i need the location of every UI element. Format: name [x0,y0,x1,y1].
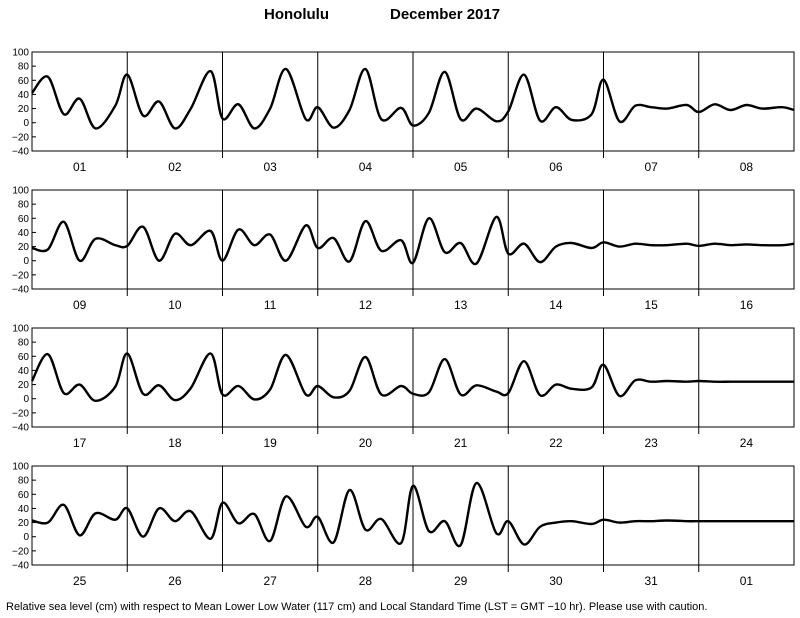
y-tick-label: 100 [12,48,29,59]
day-label: 25 [73,574,87,588]
day-label: 19 [263,436,277,450]
day-label: 09 [73,298,87,312]
y-tick-label: 80 [18,476,30,487]
day-label: 05 [454,160,468,174]
day-label: 26 [168,574,182,588]
day-label: 30 [549,574,563,588]
y-tick-label: 20 [18,380,30,391]
day-label: 08 [740,160,754,174]
day-label: 17 [73,436,87,450]
y-tick-label: 0 [23,532,29,543]
y-tick-label: 40 [18,90,30,101]
day-label: 18 [168,436,182,450]
y-tick-label: 60 [18,214,30,225]
y-tick-label: 100 [12,186,29,197]
day-label: 14 [549,298,563,312]
day-label: 29 [454,574,468,588]
day-label: 16 [740,298,754,312]
y-tick-label: −40 [12,423,29,434]
y-tick-label: 20 [18,518,30,529]
y-tick-label: 60 [18,490,30,501]
y-tick-label: 60 [18,352,30,363]
y-tick-label: −20 [12,270,29,281]
day-label: 21 [454,436,468,450]
y-tick-label: −20 [12,132,29,143]
day-label: 07 [644,160,658,174]
y-tick-label: −40 [12,561,29,572]
day-label: 01 [740,574,754,588]
day-label: 11 [264,298,277,312]
y-tick-label: −40 [12,147,29,158]
day-label: 28 [359,574,373,588]
day-label: 15 [644,298,658,312]
day-label: 12 [359,298,373,312]
day-label: 06 [549,160,563,174]
day-label: 22 [549,436,563,450]
day-label: 13 [454,298,468,312]
day-label: 01 [73,160,87,174]
y-tick-label: 100 [12,324,29,335]
y-tick-label: −20 [12,408,29,419]
y-tick-label: 40 [18,366,30,377]
day-label: 02 [168,160,182,174]
tide-curve [31,215,795,266]
tide-curve [31,67,795,130]
tide-curve [30,352,794,402]
y-tick-label: 20 [18,104,30,115]
day-label: 20 [359,436,373,450]
chart-footnote: Relative sea level (cm) with respect to … [6,601,708,613]
y-tick-label: 0 [23,256,29,267]
day-label: 10 [168,298,182,312]
y-tick-label: 40 [18,504,30,515]
day-label: 04 [359,160,373,174]
y-tick-label: 60 [18,76,30,87]
y-tick-label: 80 [18,200,30,211]
day-label: 23 [644,436,658,450]
chart-title-location: Honolulu [264,6,329,23]
y-tick-label: −20 [12,546,29,557]
day-label: 31 [644,574,658,588]
y-tick-label: −40 [12,285,29,296]
day-label: 03 [263,160,277,174]
day-label: 27 [263,574,277,588]
y-tick-label: 80 [18,62,30,73]
day-label: 24 [740,436,754,450]
chart-title-period: December 2017 [390,6,501,23]
y-tick-label: 0 [23,394,29,405]
y-tick-label: 0 [23,118,29,129]
y-tick-label: 20 [18,242,30,253]
y-tick-label: 100 [12,462,29,473]
y-tick-label: 80 [18,338,30,349]
y-tick-label: 40 [18,228,30,239]
tide-curve [31,481,794,548]
